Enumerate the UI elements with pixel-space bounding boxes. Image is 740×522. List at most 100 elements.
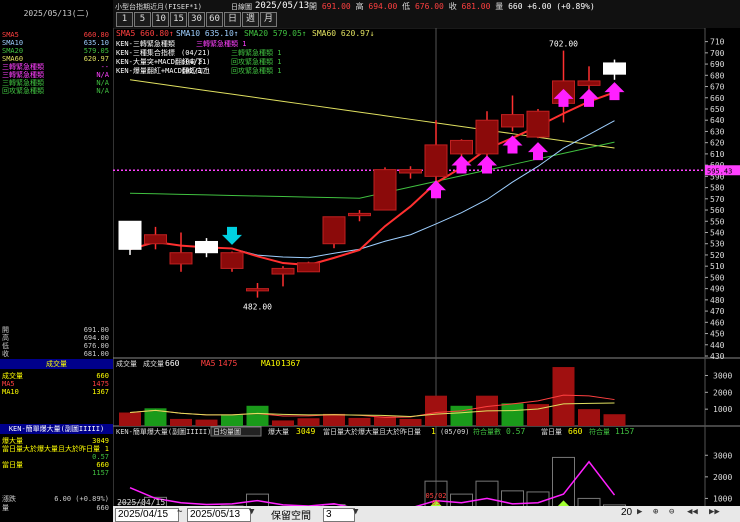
price-tick-label: 570 (710, 195, 725, 204)
price-chart[interactable]: 7107006906806706606506406306206106005905… (113, 28, 740, 506)
open-label: 開 (309, 2, 317, 11)
quote-date: 2025/05/13 (255, 1, 310, 11)
volume-ma5-value: 1475 (218, 359, 237, 368)
volume-bar (501, 403, 524, 426)
ma-row-value: 635.10 (83, 39, 109, 47)
ma-row-value: N/A (96, 87, 109, 95)
period-button[interactable]: 30 (188, 12, 205, 27)
price-tick-label: 690 (710, 60, 725, 69)
candle-body (220, 252, 244, 269)
candle-body (118, 220, 142, 250)
indicator-legend-extra: 回攻緊急種類 1 (231, 66, 281, 75)
price-tick-label: 500 (710, 273, 725, 282)
zoom-out-icon[interactable]: ▶ (637, 507, 643, 517)
ma-row-value: 660.80 (83, 31, 109, 39)
open-value: 691.00 (321, 2, 351, 11)
period-button[interactable]: 1 (116, 12, 133, 27)
indicator-row-value: 1 (104, 445, 109, 453)
ma-row-label: 三轉緊急種類 (2, 63, 44, 71)
price-tick-label: 580 (710, 184, 725, 193)
ma-row-label: SMA5 (2, 31, 19, 39)
candle-body (169, 252, 193, 265)
indicator-line (129, 460, 616, 506)
volume-bar (272, 420, 294, 426)
cursor-date-sub: 05 (432, 499, 440, 506)
indicator-bar (144, 496, 167, 506)
indicator-legend-extra: (04/21) (181, 49, 211, 57)
candle-body (399, 169, 422, 174)
indicator-section-header: KEN-簡單爆大量(副圖IIIII) (0, 424, 113, 434)
volume-bar (450, 405, 473, 426)
volume-bar (323, 413, 345, 426)
volume-row-label: MA5 (2, 380, 15, 388)
candle-body (373, 169, 397, 211)
buy-signal-arrow-icon (604, 82, 625, 101)
quote-row: 低 676.00 (2, 341, 111, 351)
average-value: 1157 (615, 427, 634, 436)
price-tick-label: 450 (710, 330, 725, 339)
ratio-value: 0.57 (506, 427, 525, 436)
quote-row-value: 676.00 (83, 342, 109, 350)
volume-bar (119, 412, 141, 426)
indicator-row: 當日量大於爆大量且大於昨日量 1 (2, 444, 111, 454)
indicator-dropdown[interactable] (210, 426, 262, 437)
indicator-row-label: 當日量大於爆大量且大於昨日量 (2, 445, 100, 453)
dropdown-arrow-icon[interactable]: ▼ (249, 507, 255, 517)
ratio-label: 符合量數 (473, 427, 501, 436)
indicator-bar (552, 456, 575, 506)
period-button[interactable]: 日 (224, 12, 241, 27)
buy-signal-arrow-icon (477, 155, 497, 174)
indicator-row-label: 爆大量 (2, 437, 23, 445)
period-button[interactable]: 15 (170, 12, 187, 27)
indicator-row-value: 660 (96, 461, 109, 469)
high-label: 高 (355, 2, 364, 11)
indicator-row-label: 當日量 (2, 461, 23, 469)
reserve-space-input[interactable]: 3 (323, 508, 355, 522)
scroll-right-icon[interactable]: ▶▶ (709, 507, 720, 517)
period-button[interactable]: 60 (206, 12, 223, 27)
footer-row-label: 量 (2, 504, 9, 512)
close-value: 681.00 (461, 2, 491, 11)
candle-body (348, 212, 371, 217)
indicator-row: 爆大量 3049 (2, 436, 111, 446)
volume-value: 660 (508, 2, 523, 11)
ma-row: 三轉緊急種類 N/A (2, 78, 111, 88)
period-button[interactable]: 10 (152, 12, 169, 27)
indicator-legend-item: KEN-三種集合指標 (116, 48, 175, 57)
candle-body (322, 216, 346, 245)
volume-bar (425, 395, 447, 426)
zoom-in-icon[interactable]: ⊕ (653, 507, 659, 517)
candle-body (424, 144, 448, 177)
indicator-legend-extra: 回攻緊急種類 1 (231, 57, 281, 66)
quote-strip: 開 691.00 高 694.00 低 676.00 收 681.00 量 66… (309, 1, 595, 12)
ma-legend-item: SMA10 635.10↑ (176, 29, 239, 38)
period-button-group: 1 5 10 15 30 60 日週月 (116, 12, 278, 27)
price-panel-frame (113, 28, 706, 359)
current-price-tag (705, 165, 740, 176)
current-price-label: 595.43 (707, 167, 732, 175)
buy-signal-arrow-icon (528, 142, 548, 161)
period-button[interactable]: 週 (242, 12, 259, 27)
volume-tick-label: 1000 (713, 405, 732, 414)
price-tick-label: 460 (710, 318, 725, 327)
volume-row-value: 660 (96, 372, 109, 380)
period-button[interactable]: 5 (134, 12, 151, 27)
footer-row-label: 漲跌 (2, 495, 16, 503)
buy-signal-arrow-icon (579, 88, 599, 107)
indicator-row-value: 3049 (92, 437, 109, 445)
ma-row: 三轉緊急種類 N/A (2, 70, 111, 80)
ma-legend-item: SMA60 620.97↓ (312, 29, 375, 38)
price-tick-label: 560 (710, 206, 725, 215)
indicator-legend-extra: (02/17) (181, 67, 211, 75)
price-tick-label: 700 (710, 49, 725, 58)
zoom-out-icon[interactable]: ⊖ (669, 507, 675, 517)
scroll-left-icon[interactable]: ◀◀ (687, 507, 698, 517)
candle-body (271, 267, 295, 275)
start-date-input[interactable]: 2025/04/15 (115, 508, 179, 522)
volume-ma5-label: MA5 (201, 359, 216, 368)
dropdown-arrow-icon[interactable]: ▼ (353, 507, 359, 517)
quote-row-label: 收 (2, 350, 9, 358)
candle-body (603, 62, 626, 75)
period-button[interactable]: 月 (260, 12, 277, 27)
end-date-input[interactable]: 2025/05/13 (187, 508, 251, 522)
